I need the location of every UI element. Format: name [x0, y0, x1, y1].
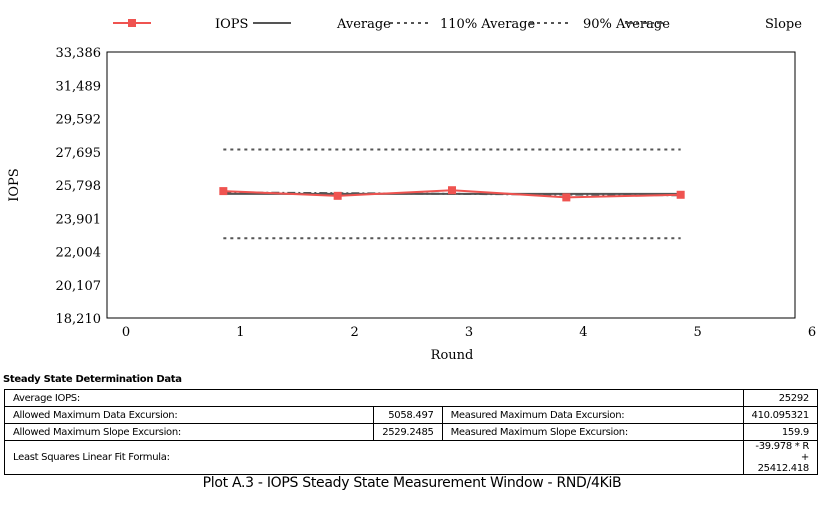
allowed-slope-value: 2529.2485 — [373, 423, 443, 441]
iops-point — [448, 186, 456, 195]
y-tick-label: 33,386 — [56, 46, 102, 61]
y-tick-label: 23,901 — [56, 212, 102, 227]
y-tick-label: 31,489 — [56, 79, 102, 94]
legend-marker — [128, 19, 136, 27]
y-tick-label: 18,210 — [56, 312, 102, 327]
table-row: Allowed Maximum Slope Excursion: 2529.24… — [3, 423, 819, 441]
iops-chart: 18,210 20,107 22,004 23,901 25,798 27,695 29,5… — [7, 17, 816, 363]
allowed-data-value: 5058.497 — [373, 406, 443, 424]
x-axis-label: Round — [431, 348, 474, 363]
measured-slope-value: 159.9 — [742, 423, 819, 441]
legend-label: 110% Average — [440, 17, 535, 32]
measured-data-value: 410.095321 — [742, 406, 819, 424]
average-value: 25292 — [742, 389, 819, 407]
legend-label: Slope — [765, 17, 802, 32]
plot-area — [106, 51, 796, 319]
allowed-slope-label: Allowed Maximum Slope Excursion: — [3, 423, 375, 441]
y-tick-label: 25,798 — [56, 179, 102, 194]
plot-caption: Plot A.3 - IOPS Steady State Measurement… — [202, 475, 622, 491]
legend-label: Average — [336, 17, 391, 32]
x-tick-label: 6 — [808, 325, 816, 340]
y-tick-label: 22,004 — [56, 246, 102, 261]
x-tick-label: 4 — [579, 325, 587, 340]
y-tick-label: 20,107 — [56, 279, 102, 294]
allowed-data-label: Allowed Maximum Data Excursion: — [3, 406, 375, 424]
measured-data-label: Measured Maximum Data Excursion: — [441, 406, 744, 424]
formula-label: Least Squares Linear Fit Formula: — [4, 440, 744, 475]
x-tick-label: 1 — [236, 325, 244, 340]
measured-slope-label: Measured Maximum Slope Excursion: — [441, 423, 744, 441]
y-tick-label: 29,592 — [56, 113, 102, 128]
table-row: Allowed Maximum Data Excursion: 5058.497… — [3, 406, 819, 424]
table-row: Least Squares Linear Fit Formula: -39.97… — [4, 440, 819, 475]
x-tick-label: 5 — [694, 325, 702, 340]
y-axis-label: IOPS — [7, 168, 22, 201]
table-title: Steady State Determination Data — [3, 374, 182, 385]
legend-label: IOPS — [215, 17, 248, 32]
iops-point — [562, 193, 571, 202]
y-tick-label: 27,695 — [56, 146, 102, 161]
iops-point — [333, 191, 342, 200]
table-row: Average IOPS: 25292 — [4, 389, 819, 407]
legend-label: 90% Average — [583, 17, 670, 32]
iops-point — [219, 187, 228, 196]
x-tick-label: 0 — [122, 325, 130, 340]
x-tick-label: 2 — [351, 325, 359, 340]
x-tick-label: 3 — [465, 325, 473, 340]
formula-value: -39.978 * R + 25412.418 — [742, 440, 819, 475]
steady-state-table: Average IOPS: 25292 Allowed Maximum Data… — [3, 389, 819, 475]
iops-point — [676, 190, 685, 199]
average-label: Average IOPS: — [4, 389, 744, 407]
